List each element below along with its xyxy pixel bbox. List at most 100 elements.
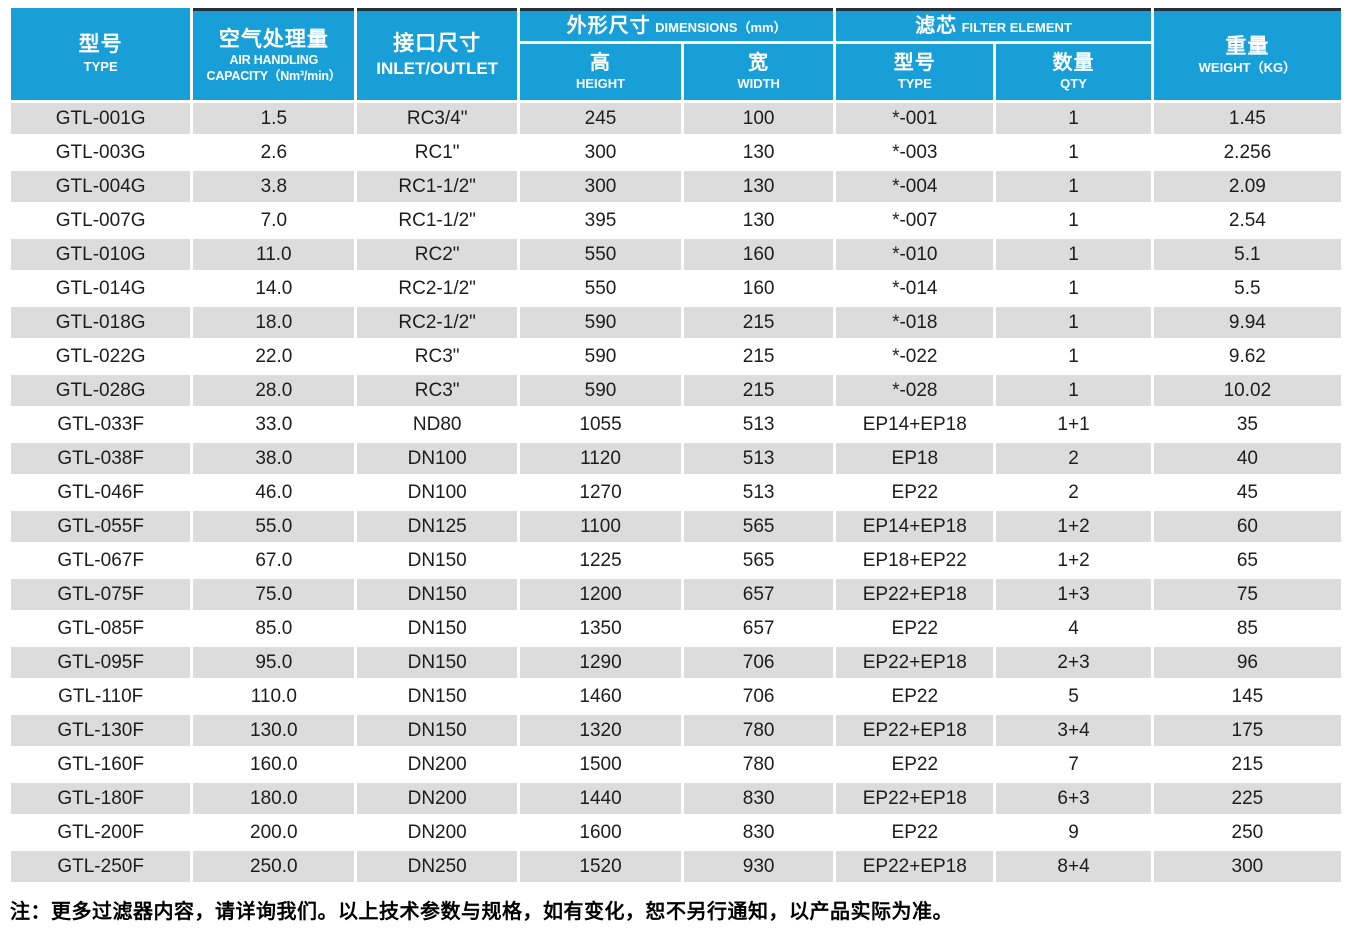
cell-height: 1520 — [520, 851, 682, 882]
cell-height: 1200 — [520, 579, 682, 610]
cell-filter-type: EP22+EP18 — [836, 783, 994, 814]
cell-width: 130 — [684, 205, 834, 236]
cell-model: GTL-085F — [11, 613, 191, 644]
cell-width: 513 — [684, 409, 834, 440]
cell-height: 550 — [520, 239, 682, 270]
cell-weight: 9.62 — [1153, 341, 1341, 372]
cell-weight: 1.45 — [1153, 103, 1341, 134]
cell-filter-qty: 3+4 — [996, 715, 1151, 746]
cell-filter-qty: 2+3 — [996, 647, 1151, 678]
cell-inlet-outlet: DN100 — [357, 477, 518, 508]
footnote: 注：更多过滤器内容，请详询我们。以上技术参数与规格，如有变化，恕不另行通知，以产… — [10, 901, 953, 923]
cell-weight: 10.02 — [1153, 375, 1341, 406]
cell-weight: 5.1 — [1153, 239, 1341, 270]
cell-filter-qty: 1 — [996, 307, 1151, 338]
header-weight: 重量 WEIGHT（KG） — [1153, 8, 1341, 100]
cell-filter-type: *-010 — [836, 239, 994, 270]
cell-width: 565 — [684, 545, 834, 576]
cell-capacity: 38.0 — [193, 443, 355, 474]
cell-weight: 225 — [1153, 783, 1341, 814]
cell-filter-type: EP18 — [836, 443, 994, 474]
cell-filter-type: *-028 — [836, 375, 994, 406]
cell-capacity: 180.0 — [193, 783, 355, 814]
table-row: GTL-033F 33.0 ND80 1055 513 EP14+EP18 1+… — [11, 409, 1341, 440]
cell-model: GTL-046F — [11, 477, 191, 508]
header-group-dimensions: 外形尺寸 DIMENSIONS（mm） — [520, 8, 834, 41]
cell-filter-type: *-003 — [836, 137, 994, 168]
cell-capacity: 67.0 — [193, 545, 355, 576]
header-dimensions-en: DIMENSIONS（mm） — [655, 19, 787, 35]
cell-width: 130 — [684, 137, 834, 168]
cell-height: 590 — [520, 307, 682, 338]
cell-weight: 2.256 — [1153, 137, 1341, 168]
cell-width: 780 — [684, 749, 834, 780]
cell-capacity: 75.0 — [193, 579, 355, 610]
header-height-zh: 高 — [590, 52, 612, 75]
cell-width: 215 — [684, 375, 834, 406]
cell-weight: 2.09 — [1153, 171, 1341, 202]
cell-filter-qty: 1+2 — [996, 511, 1151, 542]
cell-width: 513 — [684, 477, 834, 508]
header-dimensions-zh: 外形尺寸 — [566, 14, 651, 37]
cell-weight: 85 — [1153, 613, 1341, 644]
table-row: GTL-010G 11.0 RC2" 550 160 *-010 1 5.1 — [11, 239, 1341, 270]
cell-capacity: 3.8 — [193, 171, 355, 202]
cell-capacity: 200.0 — [193, 817, 355, 848]
table-row: GTL-004G 3.8 RC1-1/2" 300 130 *-004 1 2.… — [11, 171, 1341, 202]
cell-filter-type: EP22 — [836, 613, 994, 644]
table-row: GTL-160F 160.0 DN200 1500 780 EP22 7 215 — [11, 749, 1341, 780]
cell-height: 395 — [520, 205, 682, 236]
cell-filter-qty: 1+1 — [996, 409, 1151, 440]
cell-weight: 96 — [1153, 647, 1341, 678]
cell-model: GTL-028G — [11, 375, 191, 406]
cell-height: 300 — [520, 171, 682, 202]
table-row: GTL-250F 250.0 DN250 1520 930 EP22+EP18 … — [11, 851, 1341, 882]
cell-inlet-outlet: DN200 — [357, 749, 518, 780]
cell-inlet-outlet: RC2-1/2" — [357, 307, 518, 338]
cell-model: GTL-001G — [11, 103, 191, 134]
table-row: GTL-038F 38.0 DN100 1120 513 EP18 2 40 — [11, 443, 1341, 474]
cell-filter-type: EP18+EP22 — [836, 545, 994, 576]
cell-filter-qty: 1+2 — [996, 545, 1151, 576]
cell-height: 1350 — [520, 613, 682, 644]
cell-capacity: 22.0 — [193, 341, 355, 372]
cell-inlet-outlet: DN150 — [357, 681, 518, 712]
cell-inlet-outlet: RC1" — [357, 137, 518, 168]
cell-inlet-outlet: RC2" — [357, 239, 518, 270]
cell-inlet-outlet: RC3" — [357, 341, 518, 372]
cell-filter-qty: 1 — [996, 137, 1151, 168]
table-row: GTL-028G 28.0 RC3" 590 215 *-028 1 10.02 — [11, 375, 1341, 406]
cell-filter-qty: 5 — [996, 681, 1151, 712]
cell-width: 130 — [684, 171, 834, 202]
header-width: 宽 WIDTH — [684, 44, 834, 100]
cell-width: 160 — [684, 273, 834, 304]
cell-height: 1055 — [520, 409, 682, 440]
cell-filter-qty: 2 — [996, 443, 1151, 474]
header-capacity-zh: 空气处理量 — [218, 28, 329, 52]
header-inlet-en: INLET/OUTLET — [376, 59, 499, 79]
cell-filter-qty: 7 — [996, 749, 1151, 780]
cell-filter-type: *-018 — [836, 307, 994, 338]
cell-filter-type: EP22+EP18 — [836, 647, 994, 678]
cell-capacity: 2.6 — [193, 137, 355, 168]
table-row: GTL-067F 67.0 DN150 1225 565 EP18+EP22 1… — [11, 545, 1341, 576]
cell-width: 513 — [684, 443, 834, 474]
cell-filter-type: EP22+EP18 — [836, 851, 994, 882]
cell-weight: 45 — [1153, 477, 1341, 508]
cell-inlet-outlet: RC3/4" — [357, 103, 518, 134]
cell-model: GTL-055F — [11, 511, 191, 542]
cell-model: GTL-033F — [11, 409, 191, 440]
cell-weight: 250 — [1153, 817, 1341, 848]
header-width-en: WIDTH — [737, 76, 780, 92]
cell-weight: 35 — [1153, 409, 1341, 440]
cell-inlet-outlet: DN150 — [357, 579, 518, 610]
header-capacity-en2: CAPACITY（Nm³/min） — [206, 68, 342, 83]
cell-filter-type: EP22 — [836, 817, 994, 848]
cell-height: 1120 — [520, 443, 682, 474]
cell-width: 830 — [684, 783, 834, 814]
header-height-en: HEIGHT — [575, 76, 626, 92]
cell-inlet-outlet: RC1-1/2" — [357, 171, 518, 202]
cell-filter-type: *-001 — [836, 103, 994, 134]
header-weight-zh: 重量 — [1225, 34, 1270, 58]
